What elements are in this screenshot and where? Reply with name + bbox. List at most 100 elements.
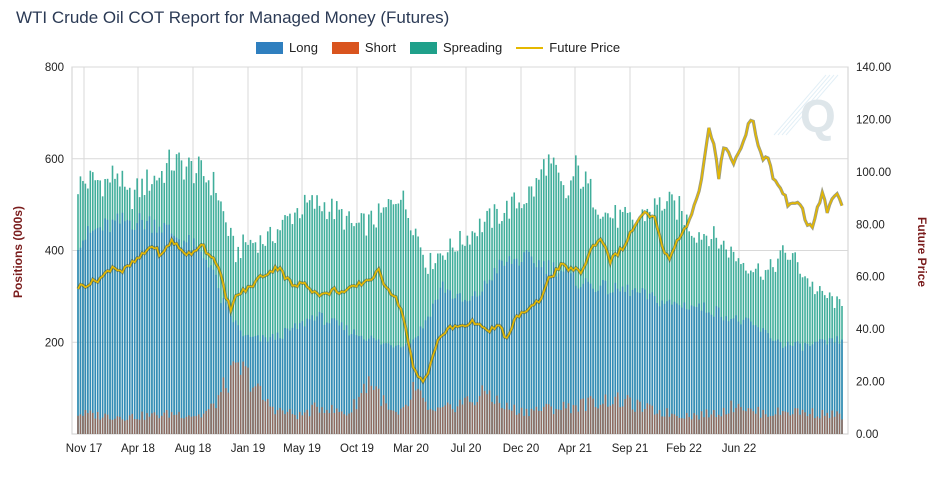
bar-long	[806, 343, 809, 434]
bar-short	[360, 392, 363, 434]
bar-long	[582, 283, 585, 434]
bar-long	[604, 280, 607, 434]
bar-short	[461, 404, 464, 434]
y-axis-right-title: Future Price	[915, 217, 929, 287]
bar-short	[311, 404, 313, 434]
bar-spreading	[407, 218, 410, 434]
bar-short	[717, 414, 720, 434]
bar-short	[409, 399, 412, 434]
bar-long	[124, 221, 126, 434]
legend-item-spreading[interactable]: Spreading	[410, 40, 502, 55]
bar-short	[397, 414, 400, 434]
legend-item-future-price[interactable]: Future Price	[516, 40, 620, 55]
bar-long	[348, 335, 350, 434]
bar-short	[299, 411, 301, 434]
bar-long	[414, 337, 417, 434]
legend-item-long[interactable]: Long	[256, 40, 318, 55]
bar-long	[599, 285, 602, 434]
bar-short	[619, 407, 621, 434]
bar-long	[836, 336, 838, 434]
bar-spreading	[308, 200, 311, 434]
bar-long	[340, 322, 343, 434]
bar-short	[328, 412, 331, 434]
bar-long	[740, 324, 742, 434]
bar-short	[535, 406, 538, 434]
y-left-tick-label: 600	[45, 154, 64, 166]
bar-long	[323, 324, 326, 434]
bar-long	[301, 321, 304, 434]
bar-long	[700, 310, 703, 434]
bar-long	[644, 289, 646, 434]
bar-long	[478, 295, 481, 434]
bar-long	[693, 306, 695, 434]
bar-spreading	[296, 208, 299, 434]
bar-long	[360, 335, 363, 434]
bar-long	[683, 302, 686, 434]
bar-short	[683, 418, 686, 434]
bar-long	[779, 342, 782, 434]
bar-short	[252, 387, 254, 434]
bar-short	[254, 386, 257, 434]
bar-long	[676, 303, 678, 434]
bar-short	[82, 415, 84, 434]
bar-spreading	[417, 236, 419, 434]
bar-spreading	[392, 204, 395, 434]
bar-long	[254, 335, 257, 434]
bar-short	[207, 409, 210, 434]
bar-spreading	[294, 212, 296, 434]
bar-short	[641, 411, 644, 434]
bar-long	[377, 339, 380, 434]
bar-spreading	[360, 213, 363, 434]
bar-long	[446, 289, 449, 434]
y-right-tick-label: 100.00	[856, 167, 891, 179]
bar-short	[663, 416, 666, 434]
bar-long	[727, 321, 730, 434]
x-tick-label: Aug 18	[175, 443, 211, 455]
x-tick-label: Sep 21	[612, 443, 648, 455]
bar-long	[476, 296, 479, 434]
bar-long	[180, 247, 183, 434]
bar-long	[116, 213, 119, 434]
bar-short	[693, 413, 695, 434]
bar-short	[575, 405, 577, 434]
bar-short	[87, 413, 89, 434]
bar-long	[461, 301, 464, 434]
bar-short	[119, 416, 121, 434]
bar-long	[432, 303, 434, 434]
bar-long	[473, 291, 476, 434]
bar-long	[99, 227, 101, 434]
bar-short	[412, 381, 414, 434]
bar-short	[338, 412, 341, 434]
bar-short	[439, 407, 442, 434]
bar-long	[279, 338, 281, 434]
bar-long	[703, 302, 705, 434]
legend-swatch-spreading	[410, 41, 437, 54]
bar-short	[446, 402, 449, 434]
legend-label-spreading: Spreading	[443, 40, 503, 55]
bar-short	[185, 416, 188, 434]
y-left-tick-label: 800	[45, 62, 64, 74]
y-right-tick-label: 60.00	[856, 272, 885, 284]
bar-long	[523, 252, 525, 434]
bar-short	[441, 406, 444, 434]
bar-short	[355, 409, 358, 434]
bar-long	[281, 338, 284, 434]
bar-short	[168, 417, 170, 434]
bar-long	[106, 219, 109, 434]
bar-long	[587, 281, 589, 434]
bar-long	[486, 283, 488, 434]
bar-short	[469, 401, 471, 434]
bar-short	[727, 413, 730, 434]
bar-short	[99, 419, 101, 434]
bar-long	[562, 271, 565, 434]
bar-short	[555, 408, 557, 434]
bar-short	[557, 409, 560, 434]
bar-short	[106, 414, 109, 434]
bar-short	[308, 416, 311, 434]
bar-long	[274, 339, 276, 434]
bar-short	[121, 419, 124, 434]
bar-short	[533, 410, 535, 434]
bar-spreading	[242, 234, 244, 434]
bar-short	[767, 416, 769, 434]
legend-item-short[interactable]: Short	[331, 40, 396, 55]
